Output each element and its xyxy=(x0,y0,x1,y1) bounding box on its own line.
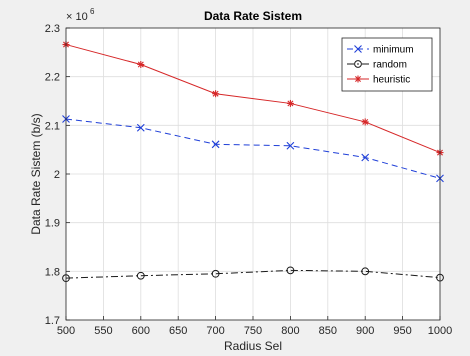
x-tick-label: 700 xyxy=(206,325,224,337)
y-exponent-base: × 10 xyxy=(66,11,88,23)
data-point-minimum xyxy=(136,123,145,132)
x-tick-label: 650 xyxy=(169,325,187,337)
legend-label-minimum: minimum xyxy=(373,45,414,56)
data-point-random xyxy=(286,266,295,275)
x-tick-label: 750 xyxy=(244,325,262,337)
legend: minimum random heuristic xyxy=(341,37,433,92)
y-exponent-label: × 10 6 xyxy=(66,7,95,23)
y-tick-label: 1.9 xyxy=(45,218,60,230)
y-tick-label: 2 xyxy=(54,169,60,181)
x-tick-labels: 500 550 600 650 700 750 800 850 900 950 1000 xyxy=(57,325,452,337)
legend-label-random: random xyxy=(373,60,407,71)
data-point-minimum xyxy=(286,141,295,150)
x-tick-label: 900 xyxy=(356,325,374,337)
x-tick-label: 950 xyxy=(393,325,411,337)
data-point-heuristic xyxy=(361,118,369,126)
series-line-random xyxy=(65,269,441,279)
chart-title: Data Rate Sistem xyxy=(204,9,302,23)
y-tick-label: 1.8 xyxy=(45,266,60,278)
y-tick-label: 2.2 xyxy=(45,72,60,84)
y-tick-labels: 1.7 1.8 1.9 2 2.1 2.2 2.3 xyxy=(45,23,60,327)
x-tick-label: 500 xyxy=(57,325,75,337)
y-tick-label: 1.7 xyxy=(45,315,60,327)
plot-frame xyxy=(65,27,441,321)
series-layer xyxy=(62,41,444,283)
data-point-minimum xyxy=(211,140,220,149)
x-tick-label: 1000 xyxy=(428,325,452,337)
series-line-minimum xyxy=(65,118,441,179)
x-tick-label: 850 xyxy=(319,325,337,337)
data-point-random xyxy=(211,269,220,278)
legend-marker-heuristic xyxy=(354,75,362,83)
y-axis-label: Data Rate Sistem (b/s) xyxy=(29,113,43,234)
x-axis-label: Radius Sel xyxy=(224,339,282,353)
data-point-random xyxy=(361,267,370,276)
legend-label-heuristic: heuristic xyxy=(373,75,410,86)
data-point-heuristic xyxy=(212,90,220,98)
data-point-heuristic xyxy=(286,99,294,107)
data-point-minimum xyxy=(361,153,370,162)
x-tick-label: 600 xyxy=(132,325,150,337)
legend-marker-random xyxy=(354,60,362,68)
y-tick-label: 2.3 xyxy=(45,23,60,35)
data-point-random xyxy=(136,271,145,280)
x-tick-label: 800 xyxy=(281,325,299,337)
legend-marker-minimum xyxy=(354,45,362,53)
x-tick-label: 550 xyxy=(94,325,112,337)
data-point-heuristic xyxy=(137,61,145,68)
series-line-heuristic xyxy=(65,44,441,154)
y-exponent-power: 6 xyxy=(90,7,95,16)
y-tick-label: 2.1 xyxy=(45,120,60,132)
